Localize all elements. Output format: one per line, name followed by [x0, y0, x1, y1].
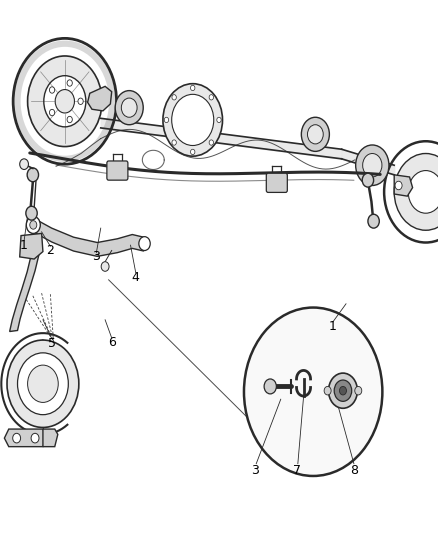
Text: 3: 3	[92, 251, 100, 263]
Circle shape	[244, 308, 382, 476]
Circle shape	[31, 433, 39, 443]
Text: 2: 2	[46, 244, 54, 257]
Text: 1: 1	[20, 239, 28, 252]
Circle shape	[26, 216, 40, 233]
Circle shape	[139, 237, 150, 251]
Polygon shape	[20, 233, 43, 259]
Circle shape	[164, 117, 169, 123]
Circle shape	[394, 154, 438, 230]
Text: 7: 7	[293, 464, 301, 477]
Circle shape	[55, 90, 74, 113]
Circle shape	[30, 221, 37, 229]
Circle shape	[363, 154, 382, 177]
Circle shape	[334, 380, 352, 401]
Circle shape	[356, 145, 389, 185]
FancyBboxPatch shape	[266, 173, 287, 192]
Text: 4: 4	[132, 271, 140, 284]
Circle shape	[49, 87, 55, 93]
Circle shape	[328, 373, 357, 408]
Circle shape	[26, 206, 37, 220]
Polygon shape	[4, 429, 47, 447]
Circle shape	[395, 181, 402, 190]
Circle shape	[67, 80, 72, 86]
Circle shape	[191, 149, 195, 155]
Circle shape	[13, 433, 21, 443]
Circle shape	[362, 173, 374, 187]
Text: 5: 5	[48, 337, 56, 350]
FancyBboxPatch shape	[107, 161, 128, 180]
Text: 1: 1	[329, 320, 337, 333]
Text: 8: 8	[350, 464, 358, 477]
Polygon shape	[34, 219, 144, 256]
Circle shape	[307, 125, 323, 144]
Text: 6: 6	[108, 336, 116, 349]
Circle shape	[28, 365, 58, 402]
Circle shape	[355, 386, 362, 395]
Circle shape	[27, 168, 39, 182]
Circle shape	[408, 171, 438, 213]
Polygon shape	[394, 175, 413, 196]
Circle shape	[339, 386, 346, 395]
Circle shape	[172, 94, 214, 146]
Circle shape	[7, 340, 79, 427]
Circle shape	[301, 117, 329, 151]
Circle shape	[324, 386, 331, 395]
Circle shape	[18, 353, 68, 415]
Circle shape	[78, 98, 83, 104]
Polygon shape	[10, 253, 39, 332]
Circle shape	[28, 56, 102, 147]
Circle shape	[191, 85, 195, 91]
Circle shape	[20, 159, 28, 169]
Polygon shape	[88, 86, 112, 111]
Circle shape	[67, 116, 72, 123]
Circle shape	[115, 91, 143, 125]
Circle shape	[44, 76, 86, 127]
Text: 3: 3	[251, 464, 259, 477]
Circle shape	[209, 95, 213, 100]
Circle shape	[121, 98, 137, 117]
Circle shape	[217, 117, 221, 123]
Circle shape	[163, 84, 223, 156]
Polygon shape	[43, 429, 58, 447]
Circle shape	[172, 95, 177, 100]
Circle shape	[264, 379, 276, 394]
Circle shape	[209, 140, 213, 145]
Circle shape	[368, 214, 379, 228]
Circle shape	[101, 262, 109, 271]
Circle shape	[49, 109, 55, 116]
Circle shape	[172, 140, 177, 145]
